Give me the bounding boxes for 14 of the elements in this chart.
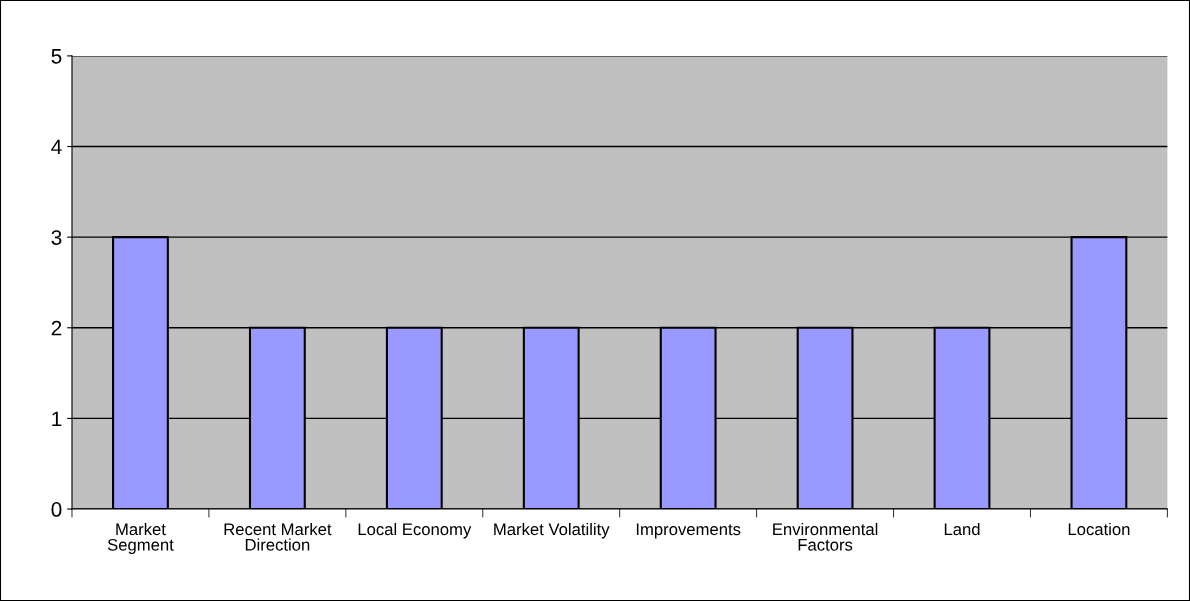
x-tick-label: Improvements bbox=[636, 523, 741, 539]
x-tick-label: Market Segment bbox=[107, 522, 174, 555]
y-tick-label: 0 bbox=[51, 502, 62, 517]
x-tick-label: Environmental Factors bbox=[773, 522, 878, 551]
x-tick-label: Location bbox=[1068, 522, 1130, 536]
y-tick-label: 2 bbox=[51, 320, 62, 336]
x-tick-label: Recent Market Direction bbox=[224, 522, 332, 551]
y-tick-label: 1 bbox=[52, 411, 62, 426]
x-tick-label: Land bbox=[944, 522, 980, 536]
x-tick-label: Local Economy bbox=[358, 522, 472, 539]
y-tick-label: 5 bbox=[51, 49, 62, 64]
x-tick-label: Market Volatility bbox=[494, 522, 610, 539]
y-tick-label: 4 bbox=[51, 139, 62, 155]
y-tick-label: 3 bbox=[51, 230, 62, 245]
